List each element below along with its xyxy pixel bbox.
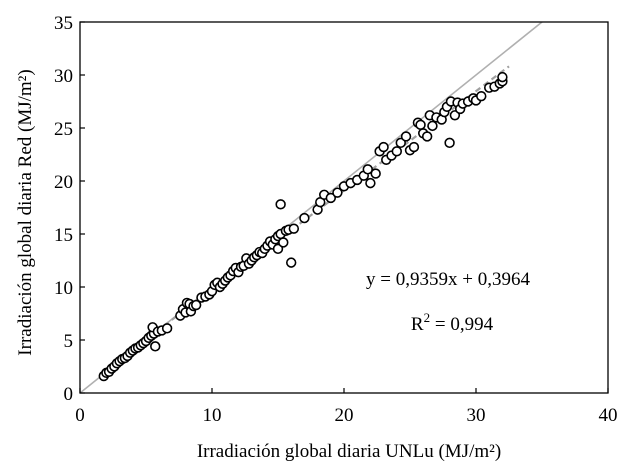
x-tick-label: 30 <box>467 405 486 426</box>
data-point <box>161 323 173 334</box>
y-axis-title-text: Irradiación global diaria Red (MJ/m²) <box>15 69 36 355</box>
y-tick-label: 15 <box>54 225 73 246</box>
y-tick-label: 20 <box>54 172 73 193</box>
data-point <box>365 177 376 189</box>
data-point <box>288 223 300 234</box>
data-point <box>299 212 310 224</box>
r-squared-annotation: R2 = 0,994 <box>411 310 494 335</box>
data-point <box>275 199 286 210</box>
x-axis-title: Irradiación global diaria UNLu (MJ/m²) <box>197 441 501 462</box>
x-axis-title-text: Irradiación global diaria UNLu (MJ/m²) <box>197 441 501 462</box>
y-tick-label: 0 <box>64 384 74 405</box>
x-tick-label: 20 <box>335 405 354 426</box>
regression-equation-text: y = 0,9359x + 0,3964 <box>366 269 530 290</box>
data-point <box>332 187 343 198</box>
regression-equation: y = 0,9359x + 0,3964 <box>366 269 530 290</box>
data-point <box>325 192 336 204</box>
data-point <box>391 146 402 157</box>
data-point <box>378 141 389 153</box>
y-tick-label: 35 <box>54 13 73 34</box>
data-point <box>415 119 426 131</box>
data-point <box>370 168 381 179</box>
r-squared-superscript: 2 <box>424 310 431 325</box>
y-axis-title: Irradiación global diaria Red (MJ/m²) <box>15 69 36 355</box>
data-point <box>286 257 297 268</box>
r-squared-value: = 0,994 <box>430 314 493 335</box>
y-tick-label: 10 <box>54 278 73 299</box>
data-point <box>427 120 438 132</box>
data-point <box>278 237 289 248</box>
data-point <box>444 137 455 149</box>
data-point <box>408 141 420 153</box>
data-point <box>400 131 412 142</box>
x-tick-label: 40 <box>599 405 618 426</box>
x-tick-label: 10 <box>203 405 222 426</box>
data-points <box>98 71 508 382</box>
y-tick-label: 5 <box>64 331 74 352</box>
data-point <box>497 71 508 83</box>
data-point <box>362 164 373 175</box>
data-point <box>476 90 487 102</box>
data-point <box>190 299 202 311</box>
data-point <box>150 341 161 352</box>
y-tick-label: 30 <box>54 66 73 87</box>
plot-area-frame <box>79 21 609 394</box>
data-point <box>421 131 433 142</box>
axis-ticks: 0 10 20 30 40 0 5 10 15 20 25 30 35 <box>54 13 618 426</box>
r-squared-label: R <box>411 314 424 335</box>
x-tick-label: 0 <box>75 405 85 426</box>
y-tick-label: 25 <box>54 119 73 140</box>
